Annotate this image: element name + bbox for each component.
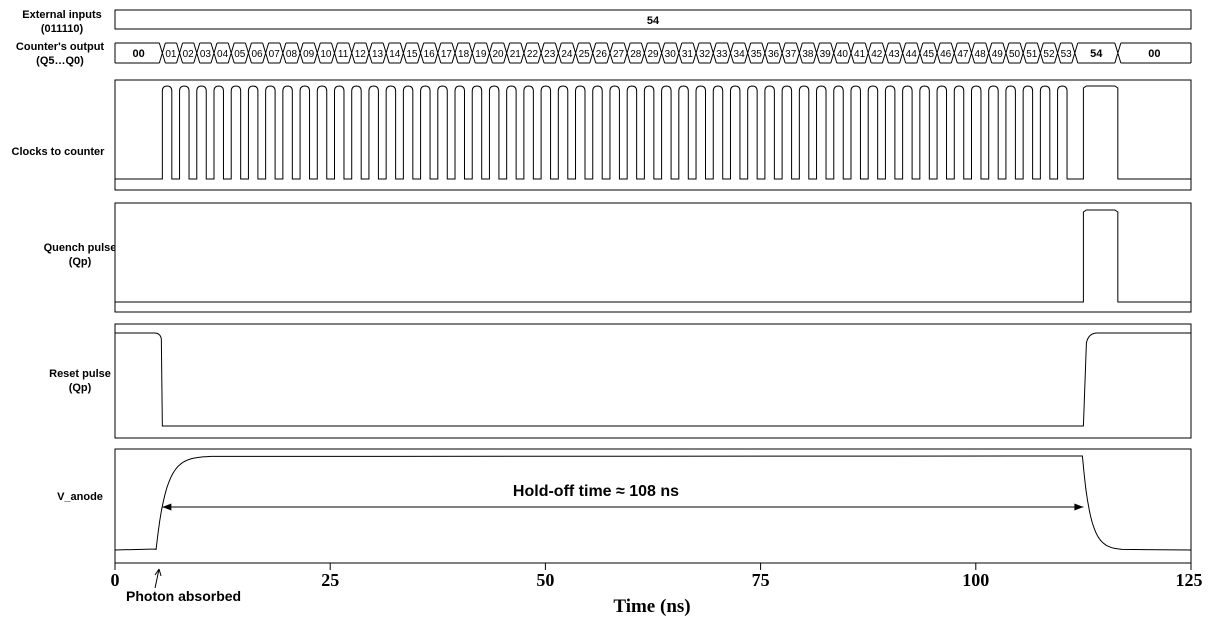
counter-value-label: 22 xyxy=(527,49,539,60)
x-axis-ticks: 0 25 50 75 100 125 xyxy=(111,563,1203,590)
counter-value-label: 47 xyxy=(957,49,969,60)
counter-value-label: 06 xyxy=(251,49,263,60)
anode-panel xyxy=(114,448,1192,564)
counter-value-label: 12 xyxy=(355,49,367,60)
counter-value-label: 53 xyxy=(1061,49,1073,60)
counter-value-label: 09 xyxy=(303,49,315,60)
counter-value-label: 34 xyxy=(734,49,746,60)
clocks-waveform xyxy=(115,85,1191,180)
counter-value-label: 20 xyxy=(492,49,504,60)
anode-waveform xyxy=(114,455,1192,551)
counter-value-label: 10 xyxy=(320,49,332,60)
photon-label: Photon absorbed xyxy=(126,588,241,604)
counter-value-label: 03 xyxy=(200,49,212,60)
reset-label: Reset pulse xyxy=(49,368,111,380)
counter-value-label: 45 xyxy=(923,49,935,60)
counter-bus: 00 01 02 03 04 05 06 07 08 09 10 11 12 13 14 15 16 17 18 19… xyxy=(114,42,1192,64)
counter-bus-outline xyxy=(114,42,1192,64)
external-inputs-label: External inputs xyxy=(22,9,101,21)
counter-value-label: 52 xyxy=(1043,49,1055,60)
counter-value-label: 43 xyxy=(888,49,900,60)
anode-label: V_anode xyxy=(57,491,103,503)
x-tick-label: 50 xyxy=(536,570,554,590)
counter-value-label: 24 xyxy=(561,49,573,60)
counter-value-label: 16 xyxy=(424,49,436,60)
counter-value-label: 23 xyxy=(544,49,556,60)
counter-value-label: 26 xyxy=(596,49,608,60)
clocks-label: Clocks to counter xyxy=(12,146,106,158)
counter-value-label: 35 xyxy=(751,49,763,60)
holdoff-label: Hold-off time ≈ 108 ns xyxy=(513,483,679,500)
reset-sublabel: (Qp) xyxy=(69,382,92,394)
counter-value-label: 02 xyxy=(183,49,195,60)
counter-value-label: 29 xyxy=(647,49,659,60)
counter-value-label: 13 xyxy=(372,49,384,60)
counter-value-label: 39 xyxy=(820,49,832,60)
counter-value-label: 32 xyxy=(699,49,711,60)
x-axis-title: Time (ns) xyxy=(613,596,690,617)
counter-output-sublabel: (Q5…Q0) xyxy=(36,55,84,67)
x-tick-label: 125 xyxy=(1176,570,1203,590)
external-inputs-value: 54 xyxy=(647,15,660,27)
quench-panel xyxy=(114,202,1192,313)
holdoff-arrowhead-left xyxy=(162,503,172,511)
photon-arrow xyxy=(154,568,162,589)
counter-value-label: 33 xyxy=(716,49,728,60)
x-tick-label: 0 xyxy=(111,570,120,590)
counter-value-label: 46 xyxy=(940,49,952,60)
counter-value-label: 38 xyxy=(802,49,814,60)
clocks-panel xyxy=(114,79,1192,191)
quench-label: Quench pulse xyxy=(44,242,117,254)
counter-value-label: 50 xyxy=(1009,49,1021,60)
holdoff-arrowhead-right xyxy=(1074,503,1084,511)
counter-value-label: 14 xyxy=(389,49,401,60)
counter-value-label: 27 xyxy=(613,49,625,60)
counter-value-label: 49 xyxy=(992,49,1004,60)
counter-value-label: 51 xyxy=(1026,49,1038,60)
x-tick-label: 25 xyxy=(321,570,339,590)
counter-value-label: 30 xyxy=(665,49,677,60)
counter-value-label: 28 xyxy=(630,49,642,60)
quench-waveform xyxy=(115,209,1191,303)
counter-output-label: Counter's output xyxy=(16,41,104,53)
counter-value-label: 40 xyxy=(837,49,849,60)
external-inputs-sublabel: (011110) xyxy=(41,23,84,35)
counter-value-label: 18 xyxy=(458,49,470,60)
counter-value-label: 05 xyxy=(234,49,246,60)
counter-value-label: 37 xyxy=(785,49,797,60)
counter-value-label: 15 xyxy=(406,49,418,60)
reset-waveform xyxy=(115,332,1191,427)
counter-value-label: 44 xyxy=(906,49,918,60)
x-tick-label: 100 xyxy=(962,570,989,590)
counter-value-label: 08 xyxy=(286,49,298,60)
quench-sublabel: (Qp) xyxy=(69,256,92,268)
counter-value-label: 11 xyxy=(338,49,349,60)
counter-value-label: 00 xyxy=(1148,48,1160,60)
reset-panel xyxy=(114,323,1192,439)
external-inputs-panel xyxy=(114,9,1192,30)
counter-value-label: 07 xyxy=(269,49,281,60)
counter-value-label: 19 xyxy=(475,49,487,60)
counter-value-label: 21 xyxy=(510,49,522,60)
counter-value-label: 42 xyxy=(871,49,883,60)
counter-value-label: 54 xyxy=(1090,48,1103,60)
counter-value-label: 36 xyxy=(768,49,780,60)
counter-value-label: 25 xyxy=(579,49,591,60)
counter-value-label: 48 xyxy=(975,49,987,60)
counter-value-label: 17 xyxy=(441,49,453,60)
counter-value-label: 01 xyxy=(165,49,177,60)
x-tick-label: 75 xyxy=(752,570,770,590)
counter-value-label: 31 xyxy=(682,49,694,60)
counter-value-label: 04 xyxy=(217,49,229,60)
counter-value-label: 41 xyxy=(854,49,866,60)
counter-value-label: 00 xyxy=(133,48,145,60)
